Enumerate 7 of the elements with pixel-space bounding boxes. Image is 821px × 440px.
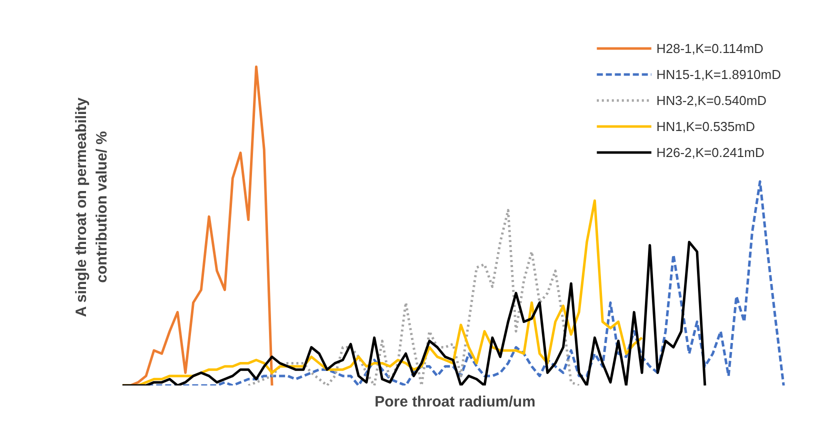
legend-label: HN15-1,K=1.8910mD bbox=[656, 66, 781, 82]
x-axis-title: Pore throat radium/um bbox=[374, 394, 536, 410]
legend-label: HN1,K=0.535mD bbox=[656, 118, 755, 134]
legend-label: H28-1,K=0.114mD bbox=[656, 40, 764, 56]
legend-label: H26-2,K=0.241mD bbox=[656, 144, 764, 160]
y-axis-title: A single throat on permeability contribution value/ % bbox=[73, 96, 110, 318]
legend-label: HN3-2,K=0.540mD bbox=[656, 92, 767, 108]
